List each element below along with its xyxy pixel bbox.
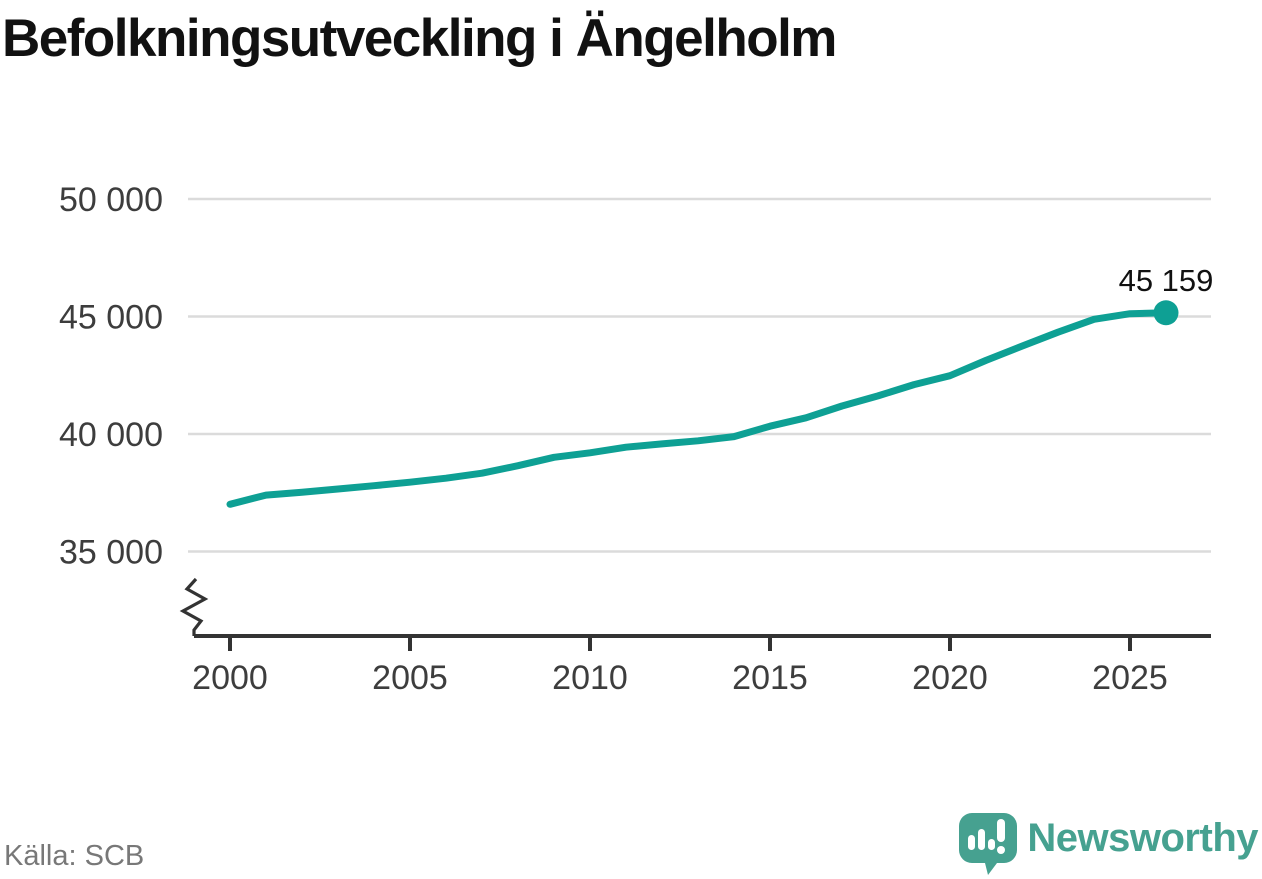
- newsworthy-wordmark: Newsworthy: [1027, 816, 1258, 860]
- y-tick-label: 50 000: [59, 181, 163, 219]
- y-tick-label: 45 000: [59, 298, 163, 336]
- last-value-label: 45 159: [1119, 263, 1214, 298]
- y-tick-label: 35 000: [59, 533, 163, 571]
- source-note: Källa: SCB: [4, 840, 145, 872]
- newsworthy-icon: [959, 813, 1018, 875]
- newsworthy-logo: Newsworthy: [959, 812, 1258, 876]
- x-tick-label: 2005: [372, 659, 448, 697]
- x-tick-label: 2015: [732, 659, 808, 697]
- chart-title: Befolkningsutveckling i Ängelholm: [2, 9, 837, 68]
- y-tick-label: 40 000: [59, 416, 163, 454]
- x-tick-label: 2010: [552, 659, 628, 697]
- x-tick-label: 2025: [1092, 659, 1168, 697]
- x-tick-label: 2020: [912, 659, 988, 697]
- end-point-dot: [1153, 300, 1179, 326]
- x-tick-label: 2000: [192, 659, 268, 697]
- population-line: [226, 309, 1170, 508]
- axis-break-icon: [179, 577, 209, 636]
